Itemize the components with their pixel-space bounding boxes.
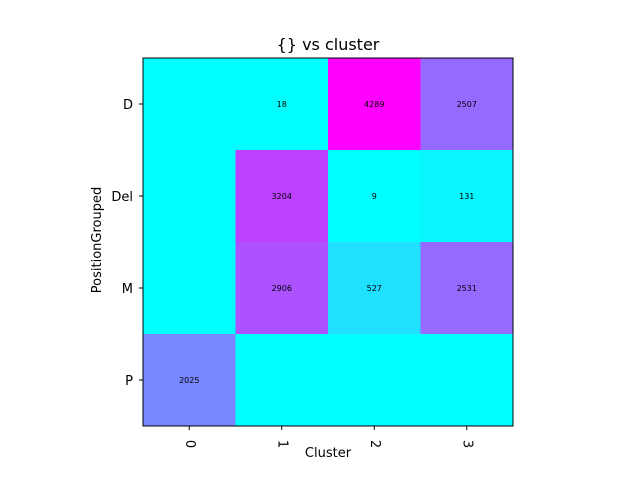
x-tick-label: 1 bbox=[274, 440, 289, 448]
heatmap-cell-labels: 18 4289 2507 3204 9 131 2906 527 2531 2025 bbox=[179, 100, 477, 385]
heatmap-cell bbox=[143, 334, 236, 427]
heatmap-cell bbox=[143, 58, 236, 151]
heatmap-cell bbox=[235, 58, 329, 151]
y-tick-label: M bbox=[122, 282, 133, 297]
cell-value-label: 131 bbox=[459, 192, 474, 201]
y-tick-label: P bbox=[125, 374, 133, 389]
cell-value-label: 2906 bbox=[272, 284, 292, 293]
cell-value-label: 4289 bbox=[364, 100, 384, 109]
heatmap-cell bbox=[328, 242, 421, 335]
cell-value-label: 2531 bbox=[457, 284, 477, 293]
cell-value-label: 3204 bbox=[272, 192, 292, 201]
plot-frame bbox=[142, 57, 514, 427]
y-axis-label: PositionGrouped bbox=[90, 187, 105, 293]
y-tick-label: Del bbox=[111, 190, 133, 205]
heatmap-cell bbox=[235, 334, 329, 427]
cell-value-label: 9 bbox=[372, 192, 377, 201]
heatmap-cell bbox=[235, 150, 329, 243]
heatmap-cell bbox=[420, 150, 514, 243]
x-tick-label: 3 bbox=[459, 440, 474, 448]
heatmap-cell bbox=[420, 334, 514, 427]
heatmap-cells bbox=[143, 58, 514, 427]
x-tick-label: 2 bbox=[367, 440, 382, 448]
cell-value-label: 18 bbox=[277, 100, 287, 109]
heatmap-cell bbox=[328, 58, 421, 151]
heatmap-cell bbox=[420, 58, 514, 151]
y-tick-label: D bbox=[123, 98, 133, 113]
x-tick-label: 0 bbox=[182, 440, 197, 448]
x-axis-ticks: 0 1 2 3 bbox=[182, 426, 474, 448]
cell-value-label: 2025 bbox=[179, 376, 199, 385]
heatmap-cell bbox=[328, 150, 421, 243]
cell-value-label: 2507 bbox=[457, 100, 477, 109]
heatmap-cell bbox=[143, 150, 236, 243]
x-axis-label: Cluster bbox=[305, 446, 352, 461]
cell-value-label: 527 bbox=[367, 284, 382, 293]
heatmap-cell bbox=[328, 334, 421, 427]
y-axis-ticks: D Del M P bbox=[111, 98, 143, 389]
heatmap-cell bbox=[235, 242, 329, 335]
heatmap-cell bbox=[143, 242, 236, 335]
heatmap-cell bbox=[420, 242, 514, 335]
chart-title: {} vs cluster bbox=[277, 35, 380, 54]
